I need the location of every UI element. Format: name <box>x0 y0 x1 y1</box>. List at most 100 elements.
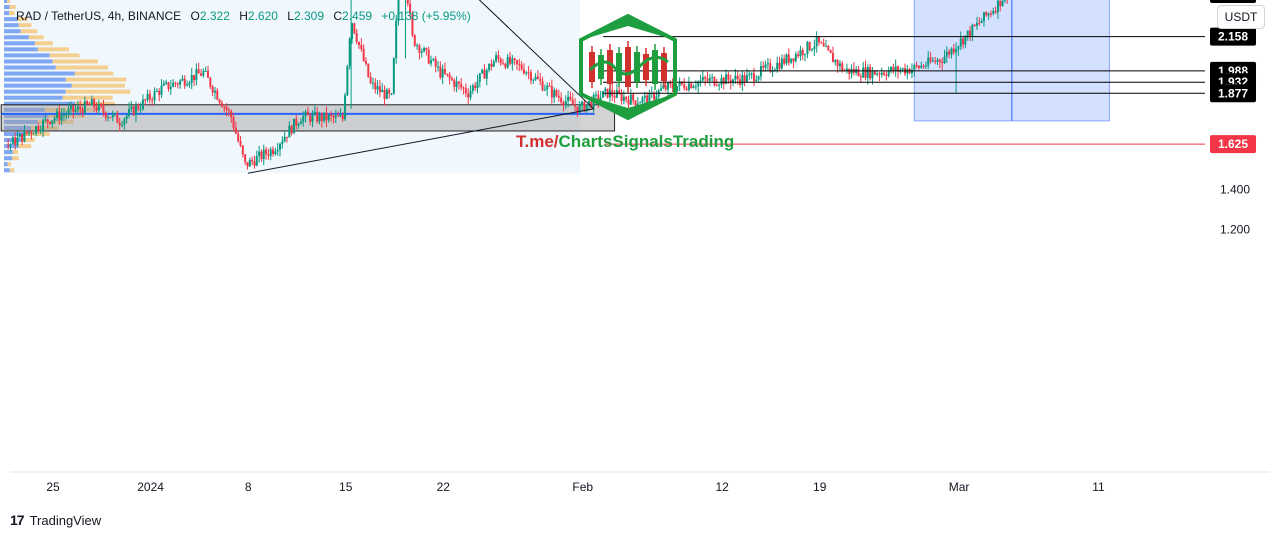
candle-body <box>116 113 119 123</box>
candle-body <box>539 78 542 82</box>
volume-bar-down <box>25 131 50 137</box>
candle-body <box>560 97 563 103</box>
candle-body <box>841 63 844 71</box>
candle-body <box>910 69 913 74</box>
candle-body <box>83 101 86 114</box>
symbol-title[interactable]: RAD / TetherUS, 4h, BINANCE <box>16 9 182 23</box>
candle-body <box>323 112 326 121</box>
candle-body <box>601 91 604 98</box>
volume-bar-up <box>3 101 76 106</box>
candle-body <box>213 90 216 93</box>
candle-body <box>831 53 834 63</box>
candle-body <box>309 115 312 122</box>
candle-body <box>622 96 625 101</box>
volume-bar-up <box>3 77 66 82</box>
candle-body <box>258 151 261 157</box>
candle-body <box>655 96 658 100</box>
candle-body <box>971 24 974 37</box>
candle-body <box>423 48 426 52</box>
candle-body <box>153 91 156 101</box>
time-axis[interactable]: 25 2024 8 15 22 Feb 12 19 Mar 11 <box>10 471 1270 494</box>
candle-body <box>353 23 356 34</box>
candle-body <box>943 56 946 64</box>
candle-body <box>797 54 800 57</box>
candle-body <box>966 30 969 36</box>
candle-body <box>787 54 790 63</box>
candle-body <box>121 124 124 126</box>
candle-body <box>806 42 809 55</box>
volume-bar-up <box>3 65 56 70</box>
candle-body <box>285 136 288 138</box>
candle-body <box>780 58 783 69</box>
volume-bar-down <box>34 41 53 46</box>
watermark-link: T.me/ <box>516 132 559 151</box>
candle-body <box>397 0 400 21</box>
candle-body <box>441 69 444 78</box>
candle-body <box>887 70 890 76</box>
candle-body <box>60 114 63 121</box>
candle-body <box>964 35 967 45</box>
x-tick-label: 12 <box>715 480 729 494</box>
candle-body <box>922 65 925 67</box>
candle-body <box>97 103 100 111</box>
close-label: C <box>333 9 343 23</box>
candle-body <box>790 58 793 63</box>
candle-body <box>557 95 560 98</box>
y-tick-label: 1.400 <box>1220 182 1250 196</box>
candle-body <box>574 104 577 107</box>
volume-bar-down <box>65 89 131 94</box>
volume-bar-down <box>62 95 113 100</box>
candle-body <box>74 109 77 112</box>
candle-body <box>358 42 361 45</box>
close-value: 2.459 <box>342 9 373 23</box>
candle-body <box>141 99 144 109</box>
candle-body <box>474 85 477 89</box>
candle-body <box>134 105 137 116</box>
candle-body <box>174 82 177 84</box>
candle-body <box>297 124 300 126</box>
candle-body <box>522 69 525 74</box>
candle-body <box>371 82 374 84</box>
candle-body <box>144 99 147 101</box>
candle-body <box>548 85 551 87</box>
currency-button[interactable]: USDT <box>1217 5 1265 29</box>
candle-body <box>859 76 862 78</box>
candle-body <box>750 73 753 75</box>
candle-body <box>436 66 439 68</box>
candle-body <box>845 68 848 71</box>
candle-body <box>432 58 435 61</box>
candle-body <box>771 70 774 72</box>
logo-roof-icon <box>581 16 675 40</box>
candle-body <box>576 106 579 113</box>
candle-body <box>14 137 17 145</box>
candle-body <box>86 101 89 105</box>
candle-body <box>571 99 574 105</box>
candle-body <box>804 54 807 56</box>
candle-body <box>109 117 112 119</box>
candle-body <box>492 61 495 67</box>
candle-body <box>929 57 932 62</box>
candle-body <box>890 67 893 71</box>
candle-body <box>827 46 830 51</box>
volume-bar-up <box>3 156 13 161</box>
candle-body <box>288 125 291 138</box>
candle-body <box>376 86 379 90</box>
candle-body <box>632 94 635 101</box>
candle-body <box>499 58 502 64</box>
price-axis[interactable]: 2.3702.1581.9881.9321.8771.6251.2001.400… <box>1210 0 1256 237</box>
candle-body <box>513 58 516 61</box>
candle-body <box>348 38 351 67</box>
logo-wave-icon <box>588 55 669 76</box>
candle-body <box>685 88 688 90</box>
candle-body <box>485 70 488 79</box>
candle-body <box>118 122 121 126</box>
candle-body <box>434 58 437 67</box>
candle-body <box>585 104 588 112</box>
candle-body <box>769 63 772 72</box>
footer-branding[interactable]: 17 TradingView <box>10 512 101 528</box>
candle-body <box>641 97 644 103</box>
candle-body <box>453 80 456 87</box>
candle-body <box>265 149 268 155</box>
candle-body <box>102 106 105 113</box>
